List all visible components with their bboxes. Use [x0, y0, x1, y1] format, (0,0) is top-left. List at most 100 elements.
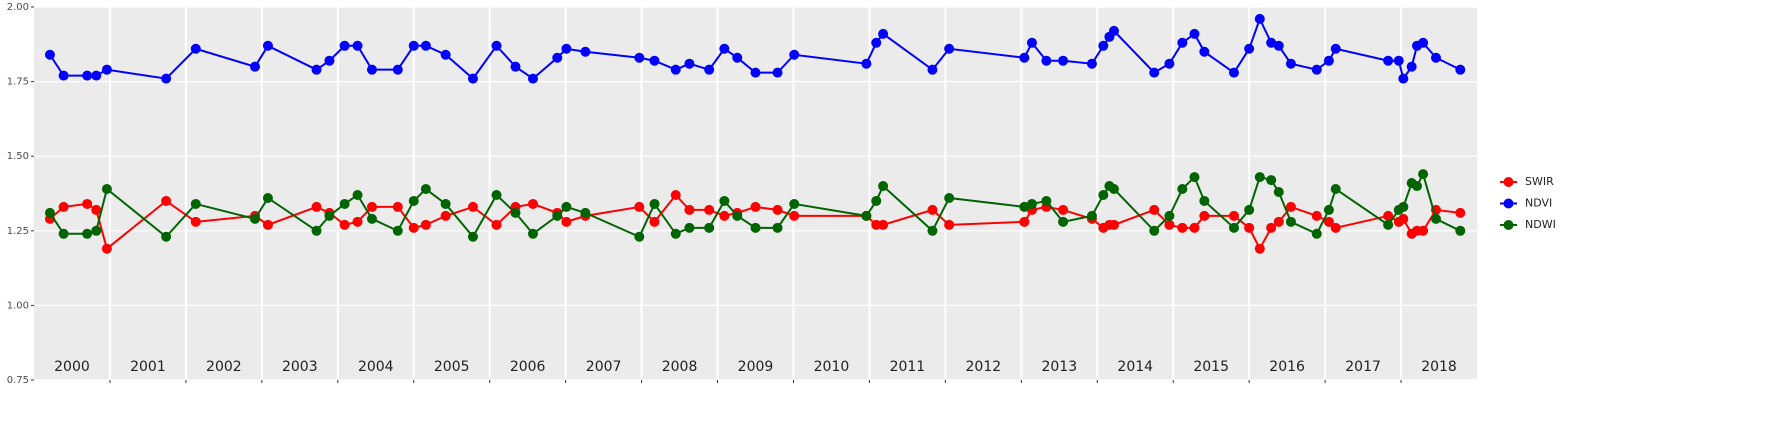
point: [1086, 58, 1097, 69]
point: [878, 219, 889, 230]
point: [440, 198, 451, 209]
x-tick-label: 2003: [282, 359, 318, 375]
point: [927, 225, 938, 236]
x-tick-label: 2000: [54, 359, 90, 375]
point: [1430, 52, 1441, 63]
y-tick-label: 0.75: [7, 375, 29, 386]
point: [262, 192, 273, 203]
point: [878, 28, 889, 39]
point: [944, 219, 955, 230]
point: [750, 67, 761, 78]
x-tick-label: 2014: [1117, 359, 1153, 375]
point: [1311, 210, 1322, 221]
point: [789, 49, 800, 60]
point: [580, 207, 591, 218]
point: [339, 198, 350, 209]
point: [552, 210, 563, 221]
point: [1330, 184, 1341, 195]
point: [1398, 73, 1409, 84]
point: [366, 213, 377, 224]
point: [91, 204, 102, 215]
point: [944, 192, 955, 203]
point: [366, 64, 377, 75]
point: [552, 52, 563, 63]
point: [861, 210, 872, 221]
point: [58, 70, 69, 81]
point: [561, 216, 572, 227]
point: [871, 37, 882, 48]
x-tick-label: 2001: [130, 359, 166, 375]
point: [1098, 189, 1109, 200]
point: [670, 64, 681, 75]
point: [420, 40, 431, 51]
point: [467, 73, 478, 84]
point: [1228, 222, 1239, 233]
point: [250, 61, 261, 72]
point: [1149, 225, 1160, 236]
x-tick-label: 2007: [586, 359, 622, 375]
point: [82, 228, 93, 239]
point: [262, 219, 273, 230]
point: [1418, 225, 1429, 236]
point: [1430, 213, 1441, 224]
point: [440, 49, 451, 60]
x-tick-label: 2002: [206, 359, 242, 375]
point: [719, 43, 730, 54]
point: [1266, 175, 1277, 186]
point: [1058, 204, 1069, 215]
point: [82, 198, 93, 209]
point: [467, 201, 478, 212]
point: [1398, 213, 1409, 224]
point: [44, 49, 55, 60]
point: [772, 222, 783, 233]
point: [1323, 204, 1334, 215]
point: [101, 64, 112, 75]
point: [1418, 37, 1429, 48]
point: [1266, 37, 1277, 48]
x-tick-label: 2010: [814, 359, 850, 375]
point: [789, 198, 800, 209]
point: [927, 64, 938, 75]
point: [704, 222, 715, 233]
point: [1254, 172, 1265, 183]
point: [927, 204, 938, 215]
point: [684, 58, 695, 69]
point: [420, 219, 431, 230]
y-tick-label: 1.25: [7, 226, 29, 237]
point: [1199, 210, 1210, 221]
legend-label: NDVI: [1525, 197, 1552, 210]
point: [670, 228, 681, 239]
point: [440, 210, 451, 221]
x-tick-label: 2012: [966, 359, 1002, 375]
point: [510, 207, 521, 218]
point: [339, 219, 350, 230]
point: [1026, 198, 1037, 209]
point: [1164, 58, 1175, 69]
point: [649, 216, 660, 227]
point: [392, 64, 403, 75]
point: [190, 216, 201, 227]
point: [1177, 184, 1188, 195]
point: [161, 231, 172, 242]
point: [352, 216, 363, 227]
point: [732, 52, 743, 63]
point: [649, 198, 660, 209]
point: [44, 207, 55, 218]
point: [352, 189, 363, 200]
point: [491, 189, 502, 200]
point: [1019, 201, 1030, 212]
point: [1108, 25, 1119, 36]
point: [1041, 55, 1052, 66]
x-tick-label: 2004: [358, 359, 394, 375]
point: [467, 231, 478, 242]
point: [352, 40, 363, 51]
point: [1244, 204, 1255, 215]
point: [82, 70, 93, 81]
point: [750, 201, 761, 212]
point: [1026, 37, 1037, 48]
point: [1098, 40, 1109, 51]
x-tick-label: 2018: [1421, 359, 1457, 375]
point: [527, 228, 538, 239]
point: [861, 58, 872, 69]
point: [91, 225, 102, 236]
